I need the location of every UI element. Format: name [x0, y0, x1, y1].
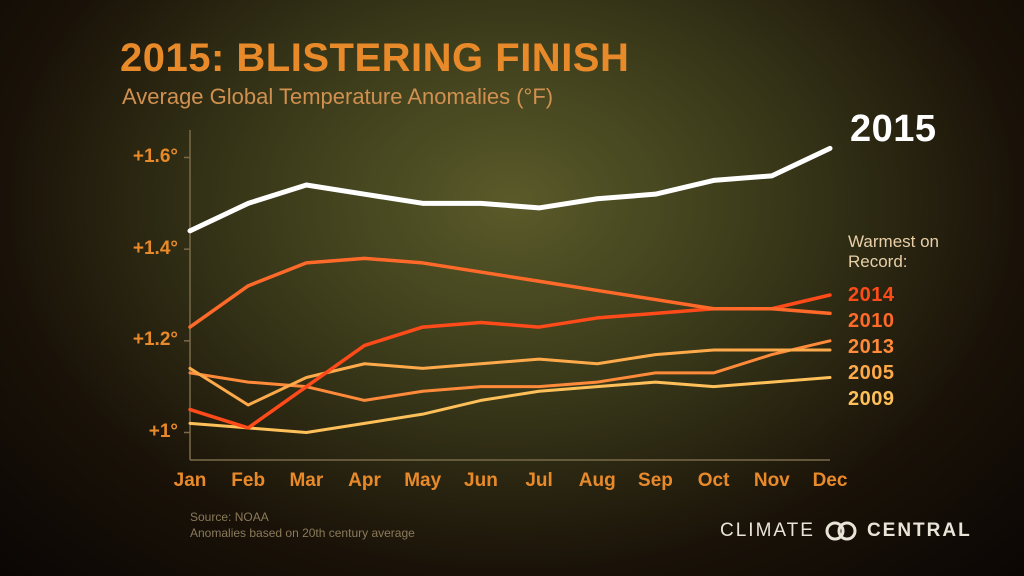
x-tick-label: Oct	[690, 470, 738, 492]
source-line-2: Anomalies based on 20th century average	[190, 526, 415, 542]
y-tick-label: +1.4°	[120, 238, 178, 260]
brand-logo: CLIMATE CENTRAL	[720, 520, 972, 542]
legend-header: Warmest onRecord:	[848, 232, 939, 273]
source-attribution: Source: NOAA Anomalies based on 20th cen…	[190, 510, 415, 541]
x-tick-label: Aug	[573, 470, 621, 492]
series-label-2005: 2005	[848, 362, 895, 385]
x-tick-label: May	[399, 470, 447, 492]
x-tick-label: Feb	[224, 470, 272, 492]
x-tick-label: Jan	[166, 470, 214, 492]
x-tick-label: Jul	[515, 470, 563, 492]
x-tick-label: Dec	[806, 470, 854, 492]
brand-text-2: CENTRAL	[867, 520, 972, 542]
y-tick-label: +1.2°	[120, 329, 178, 351]
x-tick-label: Sep	[631, 470, 679, 492]
brand-rings-icon	[821, 520, 861, 542]
series-label-2013: 2013	[848, 336, 895, 359]
x-tick-label: Nov	[748, 470, 796, 492]
source-line-1: Source: NOAA	[190, 510, 415, 526]
x-tick-label: Jun	[457, 470, 505, 492]
series-label-2010: 2010	[848, 310, 895, 333]
y-tick-label: +1.6°	[120, 146, 178, 168]
series-label-2015: 2015	[850, 108, 937, 151]
x-tick-label: Mar	[282, 470, 330, 492]
y-tick-label: +1°	[120, 421, 178, 443]
x-tick-label: Apr	[341, 470, 389, 492]
brand-text-1: CLIMATE	[720, 520, 815, 542]
infographic-root: 2015: BLISTERING FINISH Average Global T…	[0, 0, 1024, 576]
legend-header-text: Warmest onRecord:	[848, 232, 939, 271]
series-label-2014: 2014	[848, 284, 895, 307]
series-label-2009: 2009	[848, 388, 895, 411]
